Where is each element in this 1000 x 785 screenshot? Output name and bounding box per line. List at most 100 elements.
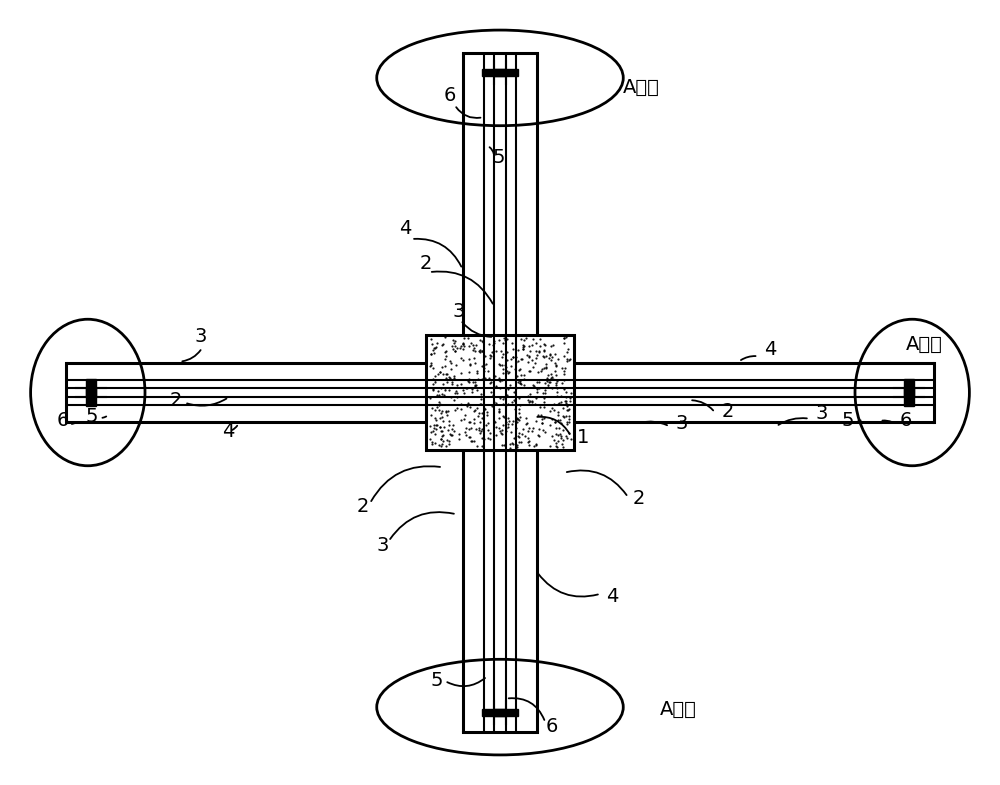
Point	[457, 426, 473, 439]
Point	[554, 377, 570, 389]
Point	[536, 343, 552, 356]
Point	[532, 333, 548, 345]
Point	[474, 407, 490, 419]
Point	[548, 359, 564, 371]
Point	[508, 356, 524, 368]
Point	[544, 382, 560, 395]
Point	[443, 391, 459, 403]
Point	[561, 426, 577, 439]
Point	[438, 368, 454, 381]
Point	[435, 338, 451, 351]
Point	[560, 403, 576, 416]
Point	[445, 419, 461, 432]
Point	[506, 386, 522, 399]
Point	[437, 382, 453, 394]
Point	[434, 438, 450, 451]
Point	[433, 382, 449, 394]
Point	[473, 388, 489, 400]
Point	[518, 412, 534, 425]
Text: 1: 1	[577, 428, 589, 447]
Point	[519, 349, 535, 361]
Text: 3: 3	[453, 302, 465, 321]
Point	[533, 409, 549, 422]
Point	[439, 367, 455, 380]
Point	[473, 425, 489, 437]
Point	[491, 411, 507, 424]
Point	[424, 338, 440, 350]
Point	[453, 403, 469, 415]
Point	[427, 341, 443, 354]
Point	[534, 417, 550, 429]
Point	[425, 382, 441, 395]
Point	[508, 422, 524, 434]
Point	[537, 377, 553, 389]
Point	[479, 409, 495, 422]
Point	[536, 361, 552, 374]
Point	[472, 426, 488, 439]
Point	[533, 364, 549, 377]
Point	[441, 414, 457, 427]
Point	[465, 338, 481, 351]
Point	[536, 400, 552, 413]
Point	[526, 440, 542, 452]
Point	[525, 361, 541, 374]
Point	[518, 418, 534, 430]
Point	[508, 440, 524, 453]
Point	[449, 379, 465, 392]
Point	[555, 433, 571, 446]
Point	[444, 340, 460, 352]
Point	[423, 348, 439, 360]
Point	[427, 376, 443, 389]
Point	[436, 389, 452, 401]
Point	[467, 345, 483, 357]
Point	[438, 440, 454, 452]
Point	[493, 427, 509, 440]
Point	[499, 364, 515, 377]
Point	[467, 403, 483, 416]
Point	[464, 435, 480, 447]
Point	[435, 378, 451, 390]
Point	[550, 405, 566, 418]
Point	[528, 345, 544, 357]
Point	[561, 403, 577, 415]
Point	[513, 436, 529, 448]
Point	[425, 372, 441, 385]
Text: 6: 6	[56, 411, 69, 430]
Point	[441, 434, 457, 447]
Point	[520, 432, 536, 444]
Text: A剖面: A剖面	[660, 699, 697, 719]
Point	[538, 361, 554, 374]
Point	[425, 362, 441, 374]
Point	[556, 350, 572, 363]
Point	[524, 425, 540, 437]
Point	[492, 359, 508, 371]
Point	[461, 353, 477, 366]
Point	[452, 342, 468, 355]
Point	[474, 432, 490, 444]
Point	[507, 395, 523, 407]
Point	[429, 419, 445, 432]
Point	[539, 372, 555, 385]
Point	[446, 393, 462, 406]
Point	[530, 366, 546, 378]
Point	[501, 414, 517, 427]
Point	[513, 369, 529, 382]
Point	[543, 353, 559, 366]
Text: 3: 3	[377, 535, 389, 554]
Point	[521, 434, 537, 447]
Point	[532, 339, 548, 352]
Point	[488, 345, 504, 357]
Point	[538, 349, 554, 362]
Point	[508, 399, 524, 411]
Point	[544, 401, 560, 414]
Text: 6: 6	[444, 86, 456, 105]
Point	[470, 410, 486, 422]
Point	[462, 400, 478, 413]
Bar	[482, 709, 506, 717]
Point	[426, 341, 442, 354]
Point	[468, 338, 484, 351]
Point	[558, 396, 574, 409]
Point	[515, 422, 531, 435]
Point	[545, 338, 561, 351]
Point	[498, 422, 514, 434]
